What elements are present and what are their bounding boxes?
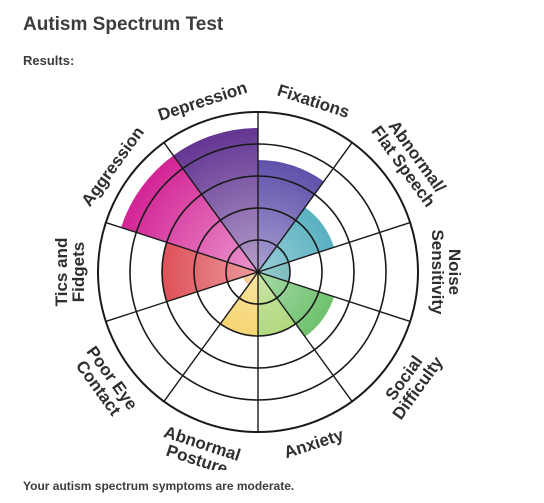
grid-spoke [257,142,353,273]
category-label: Sensitivity [428,229,447,315]
grid-spoke [163,271,259,402]
chart-slice [220,272,258,336]
chart-slice [242,272,258,285]
chart-slice [258,262,290,282]
grid-spoke [105,271,259,323]
category-label: Fidgets [69,242,88,302]
category-label: Noise [445,249,464,295]
chart-slice [173,128,258,272]
chart-slice [258,272,335,337]
grid-spoke [257,271,353,402]
category-label: Depression [156,78,250,125]
category-label: Fixations [275,81,352,122]
category-label: Tics and [52,238,71,307]
chart-slice [121,155,259,272]
results-summary: Your autism spectrum symptoms are modera… [23,479,295,493]
grid-spoke [105,221,259,273]
page-title: Autism Spectrum Test [23,14,224,35]
grid-spoke [163,142,259,273]
chart-slice [258,272,296,336]
chart-slice [162,242,258,302]
category-label: Anxiety [282,425,347,462]
grid-spoke [257,271,411,323]
results-label: Results: [23,53,75,68]
chart-slice [258,207,335,272]
grid-spoke [257,221,411,273]
